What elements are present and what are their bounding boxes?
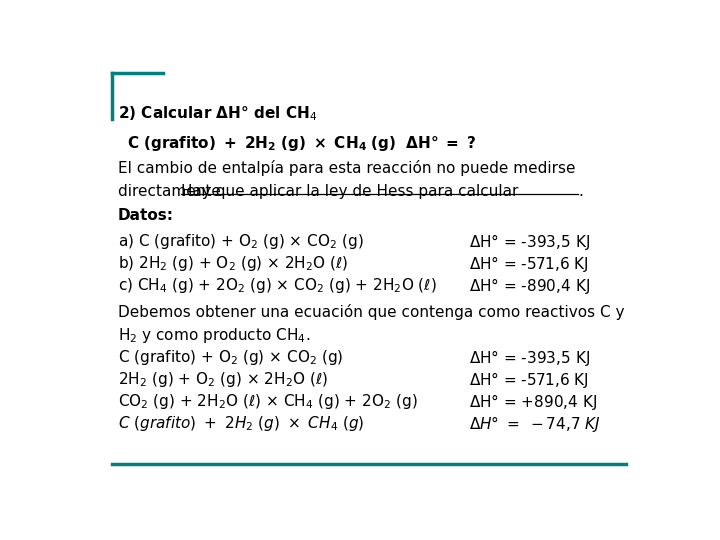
Text: H$_2$ y como producto CH$_4$.: H$_2$ y como producto CH$_4$.: [118, 326, 310, 345]
Text: $\Delta$H° = +890,4 KJ: $\Delta$H° = +890,4 KJ: [469, 392, 598, 412]
Text: 2H$_2$ (g) + O$_2$ (g) $\times$ 2H$_2$O ($\ell$): 2H$_2$ (g) + O$_2$ (g) $\times$ 2H$_2$O …: [118, 370, 328, 389]
Text: El cambio de entalpía para esta reacción no puede medirse: El cambio de entalpía para esta reacción…: [118, 160, 575, 177]
Text: C (grafito) + O$_2$ (g) $\times$ CO$_2$ (g): C (grafito) + O$_2$ (g) $\times$ CO$_2$ …: [118, 348, 343, 367]
Text: Datos:: Datos:: [118, 208, 174, 223]
Text: c) CH$_4$ (g) + 2O$_2$ (g) $\times$ CO$_2$ (g) + 2H$_2$O ($\ell$): c) CH$_4$ (g) + 2O$_2$ (g) $\times$ CO$_…: [118, 275, 437, 295]
Text: CO$_2$ (g) + 2H$_2$O ($\ell$) $\times$ CH$_4$ (g) + 2O$_2$ (g): CO$_2$ (g) + 2H$_2$O ($\ell$) $\times$ C…: [118, 392, 418, 411]
Text: 2) Calcular $\bf{\Delta H°}$ del CH$_4$: 2) Calcular $\bf{\Delta H°}$ del CH$_4$: [118, 104, 318, 123]
Text: $\Delta$H° = -890,4 KJ: $\Delta$H° = -890,4 KJ: [469, 275, 590, 295]
Text: $\bf{C\ (grafito)\ +\ 2H_2\ (g)\ \times\ CH_4\ (g)\ \ \Delta H°\ =\ ?}$: $\bf{C\ (grafito)\ +\ 2H_2\ (g)\ \times\…: [127, 134, 477, 153]
Text: $\Delta$H° = -393,5 KJ: $\Delta$H° = -393,5 KJ: [469, 232, 590, 252]
Text: $\bf{\it{C\ (grafito)\ +\ 2H_2\ (g)\ \times\ CH_4\ (g)}}$: $\bf{\it{C\ (grafito)\ +\ 2H_2\ (g)\ \ti…: [118, 414, 364, 433]
Text: directamente.: directamente.: [118, 184, 230, 199]
Text: Debemos obtener una ecuación que contenga como reactivos C y: Debemos obtener una ecuación que conteng…: [118, 304, 624, 320]
Text: $\bf{\it{\Delta H°\ =\ -74{,}7\ KJ}}$: $\bf{\it{\Delta H°\ =\ -74{,}7\ KJ}}$: [469, 414, 601, 434]
Text: a) C (grafito) + O$_2$ (g) $\times$ CO$_2$ (g): a) C (grafito) + O$_2$ (g) $\times$ CO$_…: [118, 232, 364, 251]
Text: $\Delta$H° = -571,6 KJ: $\Delta$H° = -571,6 KJ: [469, 370, 589, 390]
Text: b) 2H$_2$ (g) + O$_2$ (g) $\times$ 2H$_2$O ($\ell$): b) 2H$_2$ (g) + O$_2$ (g) $\times$ 2H$_2…: [118, 254, 348, 273]
Text: Hay que aplicar la ley de Hess para calcular: Hay que aplicar la ley de Hess para calc…: [181, 184, 518, 199]
Text: $\Delta$H° = -571,6 KJ: $\Delta$H° = -571,6 KJ: [469, 254, 589, 274]
Text: .: .: [578, 184, 583, 199]
Text: $\Delta$H° = -393,5 KJ: $\Delta$H° = -393,5 KJ: [469, 348, 590, 368]
